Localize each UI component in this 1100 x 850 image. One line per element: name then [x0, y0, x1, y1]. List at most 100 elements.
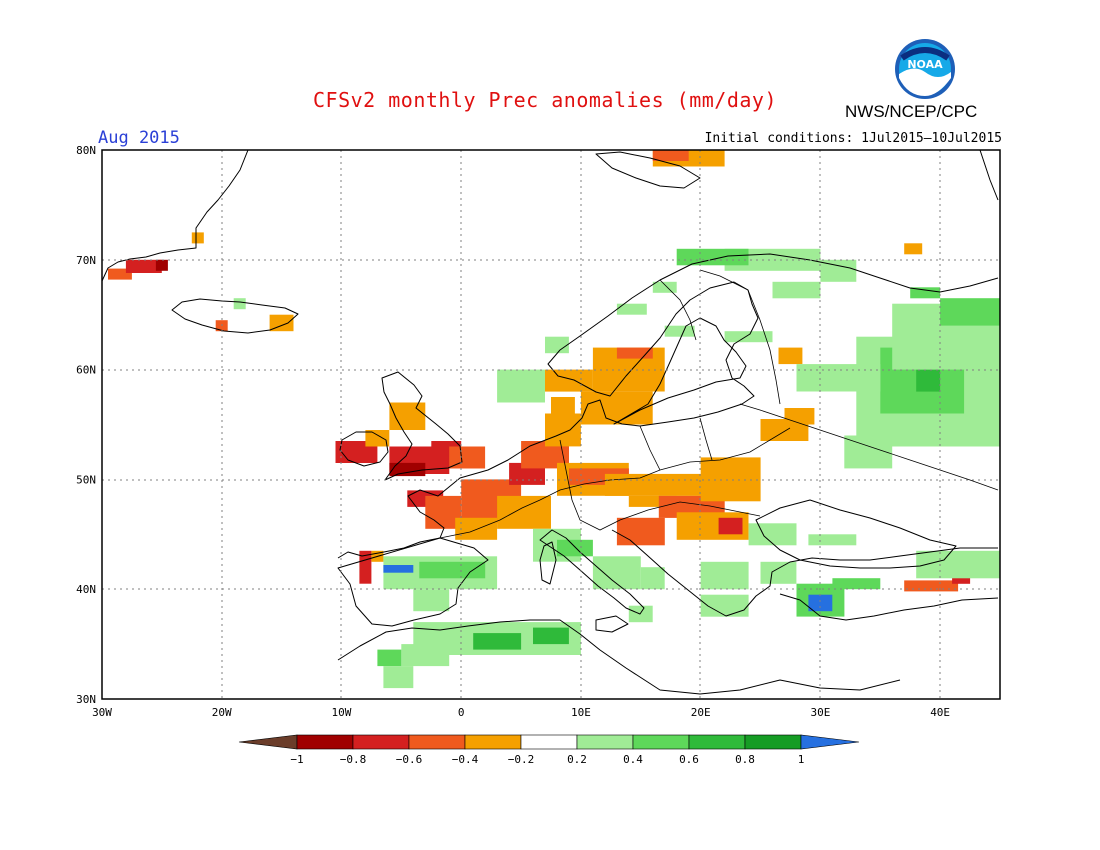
anomaly-cell-83	[910, 287, 941, 299]
anomaly-cell-11	[389, 462, 426, 477]
lat-tick-label-2: 50N	[76, 473, 96, 486]
legend-label-8: 0.8	[735, 753, 755, 766]
baltic-coast	[613, 317, 747, 425]
anomaly-cell-51	[413, 589, 450, 612]
anomaly-cell-63	[916, 550, 1000, 579]
legend-swatch-5	[576, 734, 634, 750]
anomaly-cell-2	[155, 259, 168, 271]
anomaly-cell-65	[401, 644, 450, 667]
anomaly-cell-25	[628, 495, 677, 507]
anomaly-cell-57	[760, 561, 797, 584]
lon-tick-label-1: 20W	[212, 706, 232, 719]
anomaly-cell-60	[832, 578, 881, 590]
north-africa-coast	[337, 619, 901, 695]
anomaly-cell-71	[700, 594, 749, 617]
anomaly-cell-69	[383, 666, 414, 689]
noaa-logo-text: NOAA	[907, 58, 943, 71]
legend-label-5: 0.2	[567, 753, 587, 766]
anomaly-cell-24	[604, 473, 713, 496]
black-sea-coast	[755, 499, 957, 569]
iceland-coast	[171, 298, 299, 334]
anomaly-cell-3	[191, 232, 204, 244]
anomaly-cell-26	[616, 517, 665, 546]
legend-label-4: −0.2	[508, 753, 535, 766]
anomaly-cell-33	[551, 397, 575, 425]
agency-label: NWS/NCEP/CPC	[845, 102, 978, 121]
balkans-greece-coast	[611, 529, 998, 617]
anomaly-cell-80	[676, 248, 749, 266]
anomaly-cell-67	[533, 627, 569, 645]
lon-tick-label-5: 20E	[691, 706, 711, 719]
legend-label-3: −0.4	[452, 753, 479, 766]
anomaly-cell-17	[455, 517, 498, 540]
anomaly-cell-18	[497, 495, 551, 529]
legend-swatch-4	[520, 734, 578, 750]
legend-swatch-2	[408, 734, 466, 750]
anomaly-cell-38	[778, 347, 803, 365]
grid-lines	[102, 150, 1000, 699]
legend-swatch-0	[296, 734, 354, 750]
anomaly-cell-53	[557, 539, 593, 557]
lat-tick-label-0: 30N	[76, 693, 96, 706]
anomaly-cell-13	[449, 446, 486, 469]
turkey-coast	[779, 593, 999, 621]
legend-label-6: 0.4	[623, 753, 643, 766]
anomaly-cell-32	[784, 408, 815, 425]
anomaly-cell-49	[419, 561, 486, 579]
anomaly-cell-30	[700, 457, 761, 502]
anomaly-cell-81	[772, 281, 821, 299]
anomaly-cell-74	[916, 369, 941, 392]
anomaly-cell-36	[616, 347, 653, 359]
anomaly-cell-84	[724, 331, 773, 343]
greenland-coast	[102, 150, 249, 282]
map-title: CFSv2 monthly Prec anomalies (mm/day)	[312, 88, 778, 112]
anomaly-cell-59	[808, 594, 833, 612]
legend-label-1: −0.8	[340, 753, 367, 766]
lon-tick-label-2: 10W	[332, 706, 352, 719]
latitude-labels: 30N 40N 50N 60N 70N 80N	[76, 144, 96, 706]
lon-tick-label-3: 0	[458, 706, 465, 719]
legend-label-7: 0.6	[679, 753, 699, 766]
anomaly-cell-8	[365, 430, 390, 447]
legend-arrow-low	[238, 734, 298, 750]
europe-mainland-coast	[337, 253, 999, 559]
anomaly-cell-1	[125, 259, 162, 273]
sicily	[595, 615, 629, 633]
anomaly-cell-79	[724, 248, 821, 271]
anomaly-cell-55	[640, 567, 665, 590]
anomaly-cell-78	[940, 298, 1000, 326]
anomaly-cell-70	[628, 605, 653, 623]
anomaly-cell-50	[383, 565, 414, 573]
anomaly-cell-41	[652, 150, 689, 161]
svalbard-coast	[595, 151, 701, 189]
legend-swatch-3	[464, 734, 522, 750]
anomaly-cell-61	[748, 523, 797, 546]
map-frame	[101, 149, 1001, 700]
anomaly-cell-37	[545, 369, 593, 392]
legend-swatch-8	[744, 734, 802, 750]
iberia-med-coast	[337, 537, 489, 627]
anomaly-cell-29	[718, 517, 743, 535]
valid-month: Aug 2015	[98, 128, 180, 148]
initial-conditions: Initial conditions: 1Jul2015–10Jul2015	[704, 131, 1002, 146]
lon-tick-label-0: 30W	[92, 706, 112, 719]
anomaly-cell-85	[664, 325, 695, 337]
anomaly-cell-4	[269, 314, 294, 332]
novaya-zemlya	[979, 150, 999, 201]
anomaly-cell-6	[233, 298, 246, 310]
italy-coast	[539, 529, 645, 615]
legend-arrow-high	[800, 734, 860, 750]
anomaly-cell-62	[808, 534, 857, 546]
anomaly-cells	[108, 150, 1000, 689]
borders	[439, 269, 999, 539]
noaa-logo: NOAA	[895, 39, 955, 99]
lon-tick-label-6: 30E	[810, 706, 830, 719]
anomaly-cell-82	[820, 259, 857, 282]
lat-tick-label-4: 70N	[76, 254, 96, 267]
legend-label-9: 1	[798, 753, 805, 766]
anomaly-cell-45	[904, 580, 959, 592]
anomaly-cell-75	[796, 364, 881, 392]
legend-label-0: −1	[290, 753, 303, 766]
legend-swatch-7	[688, 734, 746, 750]
